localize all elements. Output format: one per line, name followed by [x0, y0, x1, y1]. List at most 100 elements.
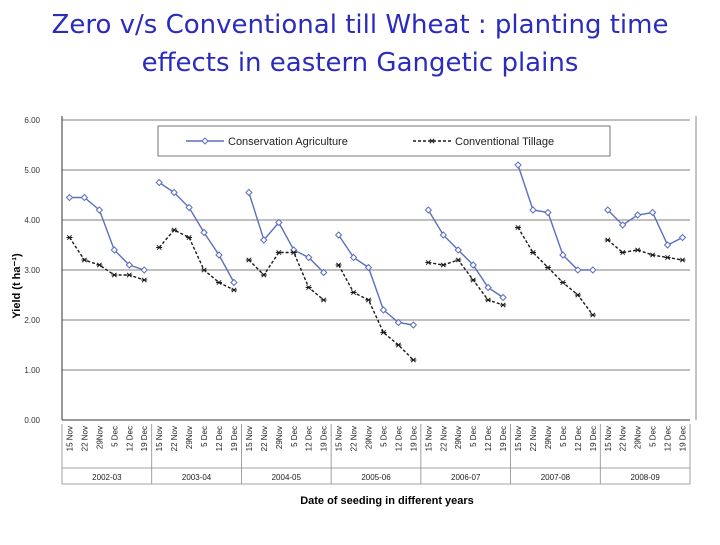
slide-title: Zero v/s Conventional till Wheat : plant… — [0, 6, 720, 82]
x-tick-label: 19 Dec — [140, 426, 149, 451]
ca-data-point — [424, 206, 433, 214]
ca-data-point — [140, 266, 148, 274]
ca-data-point — [409, 321, 418, 329]
x-tick-label: 15 Nov — [514, 426, 523, 451]
series-line-segment — [607, 209, 683, 246]
x-tick-label: 5 Dec — [649, 426, 658, 447]
x-tick-label: 15 Nov — [424, 426, 433, 451]
ct-data-point — [380, 329, 387, 336]
ca-data-point — [200, 228, 208, 237]
x-tick-label: 29Nov — [634, 426, 643, 449]
x-tick-label: 5 Dec — [290, 426, 299, 447]
y-tick-label: 5.00 — [24, 166, 40, 175]
ca-data-point — [364, 263, 373, 272]
ca-data-point — [633, 211, 642, 219]
x-tick-label: 29Nov — [544, 426, 553, 449]
ca-data-point — [589, 266, 597, 274]
x-tick-label: 12 Dec — [394, 426, 403, 451]
x-tick-label: 22 Nov — [350, 426, 359, 451]
gridlines — [62, 119, 690, 421]
ct-data-point — [126, 272, 133, 278]
ca-data-point — [678, 233, 687, 242]
ct-data-point — [500, 302, 507, 308]
ct-data-point — [81, 257, 88, 263]
group-label: 2007-08 — [541, 473, 571, 482]
ct-data-point — [156, 244, 163, 251]
series-line-segment — [427, 209, 504, 299]
group-label: 2003-04 — [182, 473, 212, 482]
group-label: 2005-06 — [361, 473, 391, 482]
ct-data-point — [440, 262, 447, 268]
ca-data-point — [619, 221, 627, 229]
ct-data-point — [485, 297, 492, 303]
y-tick-label: 2.00 — [24, 316, 40, 325]
series-line-segment — [607, 239, 683, 261]
x-tick-label: 29Nov — [365, 426, 374, 449]
ct-data-point — [574, 292, 581, 298]
x-tick-label: 12 Dec — [574, 426, 583, 451]
x-tick-label: 29Nov — [275, 426, 284, 449]
ca-data-point — [245, 188, 253, 197]
ct-data-point — [559, 279, 566, 286]
series-line-segment — [158, 181, 235, 283]
group-label: 2004-05 — [272, 473, 302, 482]
series-line-segment — [69, 196, 145, 271]
series-conservation-agriculture — [65, 161, 687, 329]
ca-data-point — [394, 318, 403, 327]
ca-data-point — [305, 253, 313, 262]
x-tick-label: 5 Dec — [379, 426, 388, 447]
x-tick-label: 19 Dec — [589, 426, 598, 451]
ct-data-point — [604, 237, 611, 243]
ct-data-point — [260, 272, 267, 278]
ct-data-point — [455, 257, 462, 263]
x-tick-label: 15 Nov — [604, 426, 613, 451]
ct-data-point — [141, 277, 148, 283]
ct-data-point — [305, 284, 312, 291]
ct-data-point — [201, 267, 208, 273]
x-tick-label: 5 Dec — [200, 426, 209, 447]
ct-data-point — [429, 138, 435, 144]
ca-data-point — [454, 246, 462, 254]
x-tick-label: 22 Nov — [439, 426, 448, 451]
ca-data-point — [170, 188, 178, 197]
ct-data-point — [66, 234, 73, 241]
ct-data-point — [245, 257, 252, 263]
ca-data-point — [110, 246, 119, 254]
ct-data-point — [589, 312, 596, 318]
x-tick-label: 22 Nov — [80, 426, 89, 451]
axes — [61, 116, 697, 485]
x-tick-label: 22 Nov — [170, 426, 179, 451]
ca-data-point — [574, 266, 582, 274]
ca-data-point — [604, 206, 612, 214]
y-tick-label: 6.00 — [24, 116, 40, 125]
series-line-segment — [158, 229, 235, 291]
ct-data-point — [320, 297, 327, 303]
ca-data-point — [469, 261, 477, 269]
ca-data-point — [484, 283, 492, 292]
ct-data-point — [544, 264, 551, 271]
x-tick-label: 12 Dec — [664, 426, 673, 451]
ca-data-point — [65, 193, 74, 202]
ct-data-point — [664, 254, 671, 261]
ct-data-point — [275, 249, 282, 256]
x-tick-label: 12 Dec — [484, 426, 493, 451]
ca-data-point — [125, 261, 133, 269]
title-line-2: effects in eastern Gangetic plains — [141, 48, 579, 78]
legend-label: Conservation Agriculture — [228, 136, 348, 148]
group-label: 2006-07 — [451, 473, 481, 482]
x-tick-label: 5 Dec — [110, 426, 119, 447]
ca-data-point — [185, 203, 193, 212]
chart-container: 0.00 1.00 2.00 3.00 4.00 5.00 6.00 15 Nov 22 No… — [0, 108, 720, 540]
series-line-segment — [248, 192, 325, 273]
x-tick-label: 15 Nov — [65, 426, 74, 451]
ct-data-point — [216, 279, 222, 286]
x-tick-label: 19 Dec — [409, 426, 418, 451]
ca-data-point — [230, 278, 238, 287]
x-tick-label: 19 Dec — [230, 426, 239, 451]
x-tick-label: 15 Nov — [245, 426, 254, 451]
group-label: 2002-03 — [92, 473, 122, 482]
ct-data-point — [679, 257, 686, 263]
ct-data-point — [634, 247, 641, 253]
ca-data-point — [514, 161, 522, 169]
group-label: 2008-09 — [630, 473, 660, 482]
